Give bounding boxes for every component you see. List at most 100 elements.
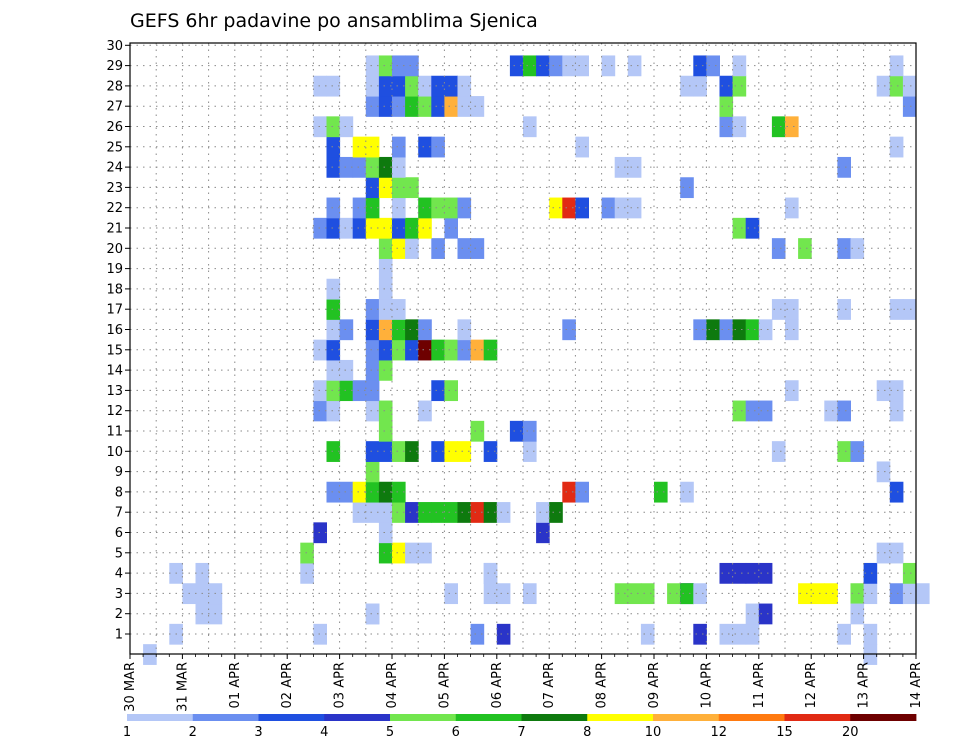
y-tick-label: 7	[115, 506, 123, 521]
heatmap-cell	[640, 583, 655, 605]
heatmap-cell	[771, 441, 786, 462]
heatmap-cell	[902, 299, 917, 320]
heatmap-cell	[378, 359, 393, 381]
heatmap-cell	[326, 319, 341, 341]
heatmap-cell	[523, 116, 537, 138]
heatmap-cell	[706, 55, 720, 77]
heatmap-cell	[732, 116, 747, 138]
heatmap-cell	[431, 502, 445, 523]
heatmap-cell	[378, 156, 393, 178]
y-tick-label: 26	[106, 120, 123, 135]
heatmap-cell	[392, 481, 406, 503]
heatmap-cell	[509, 420, 524, 442]
heatmap-cell	[326, 116, 341, 138]
heatmap-cell	[365, 400, 380, 422]
heatmap-cell	[575, 136, 589, 158]
heatmap-cell	[850, 583, 865, 605]
y-tick-label: 22	[106, 201, 123, 216]
y-tick-label: 16	[106, 323, 123, 338]
heatmap-cell	[771, 299, 786, 320]
heatmap-cell	[785, 380, 799, 402]
y-axis-ticks: 1234567891011121314151617181920212223242…	[106, 39, 130, 643]
heatmap-cell	[667, 583, 681, 605]
heatmap-cell	[706, 319, 720, 341]
heatmap-cell	[889, 542, 904, 564]
heatmap-cell	[811, 583, 825, 605]
heatmap-cell	[418, 136, 432, 158]
heatmap-cell	[326, 278, 341, 300]
heatmap-cell	[326, 380, 341, 402]
heatmap-cell	[457, 75, 472, 97]
heatmap-cell	[457, 441, 472, 462]
heatmap-cell	[444, 217, 458, 239]
legend-swatch	[258, 714, 325, 721]
legend-label: 10	[645, 725, 662, 740]
heatmap-cell	[418, 339, 432, 361]
heatmap-cell	[562, 197, 576, 219]
y-tick-label: 2	[115, 607, 123, 622]
heatmap-cell	[496, 623, 511, 645]
heatmap-cell	[313, 217, 327, 239]
heatmap-cell	[405, 75, 419, 97]
heatmap-cell	[640, 623, 655, 645]
heatmap-cell	[431, 197, 445, 219]
heatmap-cell	[392, 75, 406, 97]
heatmap-cell	[771, 238, 786, 259]
heatmap-cell	[902, 75, 917, 97]
y-tick-label: 11	[106, 425, 123, 440]
heatmap-cell	[470, 96, 485, 117]
heatmap-cell	[378, 278, 393, 300]
y-tick-label: 6	[115, 526, 123, 541]
legend-label: 1	[123, 725, 131, 740]
heatmap-cell	[601, 55, 616, 77]
heatmap-cell	[758, 319, 773, 341]
heatmap-cell	[496, 502, 511, 523]
heatmap-cell	[378, 319, 393, 341]
heatmap-cell	[352, 136, 367, 158]
heatmap-cell	[889, 299, 904, 320]
x-tick-label: 12 APR	[804, 662, 819, 708]
heatmap-cell	[444, 441, 458, 462]
heatmap-cell	[365, 502, 380, 523]
heatmap-cell	[392, 441, 406, 462]
heatmap-cell	[392, 542, 406, 564]
x-tick-label: 07 APR	[542, 662, 557, 708]
heatmap-cell	[326, 339, 341, 361]
heatmap-cell	[378, 238, 393, 259]
heatmap-cell	[614, 197, 629, 219]
x-tick-label: 30 MAR	[123, 662, 138, 712]
heatmap-cell	[850, 441, 865, 462]
legend-label: 5	[386, 725, 394, 740]
heatmap-cell	[732, 623, 747, 645]
heatmap-cell	[326, 359, 341, 381]
legend-label: 8	[583, 725, 591, 740]
heatmap-cell	[627, 156, 642, 178]
heatmap-cell	[562, 55, 576, 77]
heatmap-cell	[496, 583, 511, 605]
color-legend: 1 2 3 4 5 6 7 8 10 12 15 20	[123, 714, 917, 740]
x-tick-label: 10 APR	[699, 662, 714, 708]
x-tick-label: 09 APR	[647, 662, 662, 708]
heatmap-cell	[378, 96, 393, 117]
heatmap-cell	[339, 156, 354, 178]
heatmap-cell	[889, 481, 904, 503]
x-tick-label: 01 APR	[228, 662, 243, 708]
heatmap-cell	[457, 502, 472, 523]
heatmap-cell	[444, 75, 458, 97]
heatmap-cell	[313, 75, 327, 97]
legend-swatch	[718, 714, 785, 721]
heatmap-cell	[889, 400, 904, 422]
heatmap-cell	[470, 339, 485, 361]
heatmap-cell	[745, 217, 760, 239]
legend-swatch	[455, 714, 522, 721]
heatmap-cell	[457, 339, 472, 361]
heatmap-cell	[313, 623, 327, 645]
heatmap-cell	[889, 75, 904, 97]
y-tick-label: 5	[115, 546, 123, 561]
heatmap-cell	[523, 441, 537, 462]
heatmap-cell	[378, 481, 393, 503]
heatmap-cell	[352, 156, 367, 178]
heatmap-cell	[889, 55, 904, 77]
heatmap-cell	[392, 339, 406, 361]
